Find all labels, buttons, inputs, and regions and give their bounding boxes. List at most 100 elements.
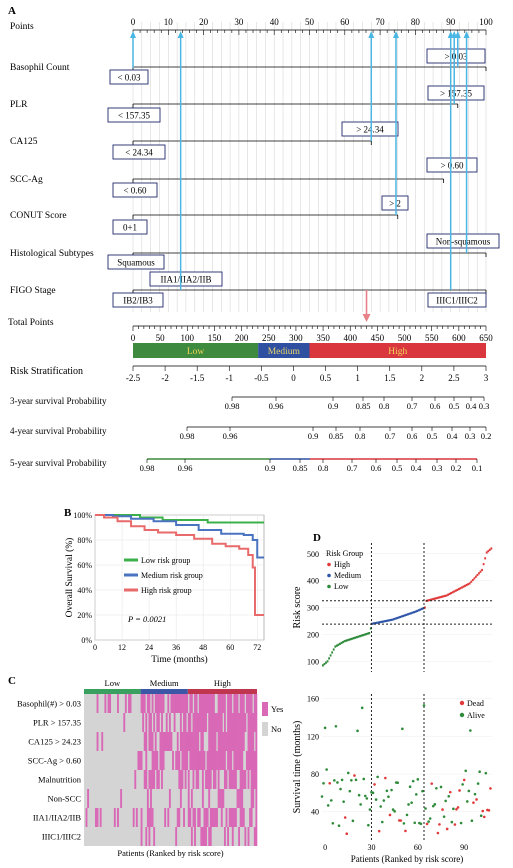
surv-point [391, 808, 395, 811]
heatmap-cell [143, 770, 146, 789]
heatmap-group-label: Medium [150, 678, 179, 688]
heatmap-cell [241, 789, 244, 808]
heatmap-cell [143, 732, 146, 751]
survival-tick-label: 0.8 [355, 431, 366, 441]
heatmap-cell [194, 827, 196, 846]
heatmap-cell [205, 808, 207, 827]
heatmap-cell [242, 713, 245, 732]
level-box [427, 292, 487, 308]
heatmap-cell [200, 732, 203, 751]
surv-point [374, 798, 378, 801]
risk-point [323, 662, 326, 666]
risk-tick-label: -2 [161, 373, 169, 383]
heatmap-cell [228, 694, 231, 713]
heatmap-cell [187, 770, 190, 789]
heatmap-cell [197, 808, 200, 827]
heatmap-legend-label: No [271, 724, 281, 734]
surv-point [482, 815, 486, 819]
heatmap-cell [223, 694, 226, 713]
heatmap-cell [129, 694, 132, 713]
heatmap-cell [150, 789, 152, 808]
surv-point [363, 794, 367, 798]
risk-y-tick-label: 200 [307, 630, 319, 639]
total-tick-label: 350 [316, 333, 330, 343]
risk-point [383, 620, 386, 623]
heatmap-cell [194, 732, 196, 751]
risk-point [363, 633, 366, 636]
surv-point [365, 797, 369, 800]
heatmap-cell [241, 694, 244, 713]
heatmap-cell [222, 732, 225, 751]
level-box-label: < 24.34 [125, 148, 153, 158]
surv-legend-dot [459, 700, 465, 706]
risk-point [352, 637, 355, 640]
level-box-label: IB2/IB3 [123, 296, 153, 306]
heatmap-cell [101, 732, 104, 751]
surv-point [371, 791, 375, 795]
survival-tick-label: 0.9 [265, 463, 276, 473]
heatmap-cell [151, 808, 154, 827]
risk-point [447, 593, 449, 596]
heatmap-cell [227, 713, 229, 732]
heatmap-cell [252, 770, 255, 789]
heatmap-row-label: IIIC1/IIIC2 [42, 832, 81, 842]
heatmap-cell [230, 713, 233, 732]
surv-point [430, 782, 434, 785]
surv-point [322, 782, 325, 785]
surv-point [329, 799, 333, 802]
heatmap-cell [132, 808, 135, 827]
heatmap-cell [208, 770, 211, 789]
survival-tick-label: 0.6 [407, 431, 418, 441]
heatmap-cell [230, 732, 233, 751]
heatmap-cell [217, 770, 220, 789]
surv-y-tick-label: 80 [311, 770, 319, 779]
heatmap-cell [219, 732, 222, 751]
total-tick-label: 650 [479, 333, 493, 343]
surv-x-axis-title: Patients (Ranked by risk score) [351, 854, 463, 864]
survival-tick-label: 0.4 [447, 431, 458, 441]
risk-point [402, 614, 405, 618]
risk-point [331, 651, 334, 654]
heatmap-cell [145, 770, 148, 789]
risk-point [382, 620, 385, 623]
risk-y-axis-title: Risk score [292, 586, 303, 629]
heatmap-cell [255, 694, 258, 713]
heatmap-cell [234, 732, 237, 751]
risk-point [325, 661, 327, 664]
heatmap-cell [231, 770, 234, 789]
heatmap-cell [154, 694, 157, 713]
risk-point [470, 580, 473, 583]
surv-point [424, 807, 427, 810]
surv-point [414, 793, 418, 796]
risk-point [475, 575, 477, 578]
heatmap-cell [162, 694, 165, 713]
heatmap-row-label: Non-SCC [47, 794, 81, 804]
surv-point [342, 800, 345, 803]
heatmap-cell [148, 694, 151, 713]
surv-y-axis-title: Survival time (months) [292, 721, 303, 814]
survival-row-label: 4-year survival Probability [10, 426, 107, 436]
heatmap-cell [253, 770, 256, 789]
heatmap-cell [253, 827, 256, 846]
heatmap-cell [249, 751, 252, 770]
heatmap-cell [206, 808, 209, 827]
surv-point [396, 781, 400, 785]
heatmap-cell [219, 789, 222, 808]
survival-tick-label: 0.4 [411, 463, 422, 473]
heatmap-cell [242, 694, 245, 713]
score-arrowhead [130, 31, 136, 38]
risk-point [354, 636, 357, 639]
heatmap-cell [165, 732, 168, 751]
heatmap-cell [175, 827, 178, 846]
risk-point [322, 664, 324, 667]
heatmap-cell [153, 713, 156, 732]
surv-point [464, 769, 468, 773]
heatmap-cell [219, 694, 222, 713]
heatmap-cell [209, 751, 212, 770]
score-arrowhead [368, 31, 375, 38]
risk-point [445, 594, 448, 597]
heatmap-cell [252, 751, 255, 770]
heatmap-cell [161, 713, 163, 732]
surv-point [476, 782, 480, 785]
